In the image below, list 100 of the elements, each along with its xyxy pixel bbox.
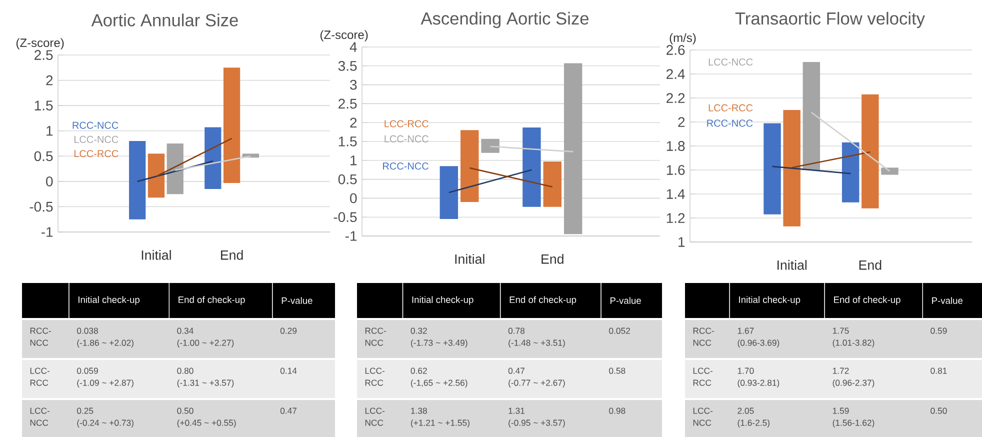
y-tick-label: 1 [46, 126, 53, 136]
category-label: RCC-NCC [365, 328, 386, 346]
y-tick-label: 2 [678, 117, 685, 127]
x-tick-label: Initial [778, 260, 807, 270]
text: 1.67 [738, 328, 754, 334]
text: 0.29 [280, 328, 297, 334]
bar [862, 94, 879, 208]
bar [764, 123, 781, 214]
chart-title: Transaortic Flow velocity [735, 12, 925, 28]
y-tick-label: 1.8 [666, 141, 685, 151]
text: 0.059 [77, 368, 98, 374]
text: (-1.31 ~ +3.57) [177, 379, 234, 388]
text: 0.80 [177, 368, 194, 374]
x-tick-label: Initial [142, 250, 171, 260]
y-tick-label: 1.5 [34, 100, 53, 110]
y-tick-label: 2.5 [34, 50, 53, 60]
text: (0.93-2.81) [738, 379, 780, 388]
category-label: LCC-RCC [30, 368, 50, 386]
text: 0.81 [930, 368, 947, 374]
text: 0.50 [177, 408, 194, 414]
text: LCC-RCC [708, 104, 753, 112]
text: 0.47 [508, 368, 524, 374]
text: 0.58 [609, 368, 626, 374]
text: (-0.24 ~ +0.73) [77, 419, 134, 428]
bar [842, 142, 860, 202]
bar [440, 166, 458, 219]
text: 0.47 [280, 408, 297, 414]
text: 0.50 [930, 408, 947, 414]
y-tick-label: 4 [350, 42, 357, 52]
category-label: LCC-RCC [693, 368, 713, 386]
text: 0.052 [609, 328, 630, 334]
text: (1.56-1.62) [832, 419, 874, 428]
bar [522, 128, 541, 207]
text: (1.6-2.5) [738, 419, 770, 428]
category-label: LCC-NCC [30, 408, 50, 426]
y-tick-label: 2 [350, 118, 357, 128]
category-label: End of check-up [178, 296, 245, 305]
text: (-1.48 ~ +3.51) [508, 339, 565, 348]
bar [802, 62, 820, 170]
text: 1.72 [832, 368, 849, 374]
text: 2.05 [738, 408, 754, 414]
text: LCC-NCC [708, 58, 753, 66]
text: 0.25 [77, 408, 94, 414]
bar [223, 68, 240, 183]
series-label: RCC-NCC [383, 162, 429, 170]
text: 0.78 [508, 328, 525, 334]
bar [783, 110, 800, 226]
y-tick-label: 0.5 [338, 174, 357, 184]
text: (1.01-3.82) [832, 339, 874, 348]
text: (+0.45 ~ +0.55) [177, 419, 236, 428]
series-label: RCC-NCC [707, 120, 753, 127]
text: 1.31 [508, 408, 524, 414]
text: 0.14 [280, 368, 297, 374]
y-tick-label: 1.2 [666, 213, 685, 223]
y-tick-label: 1.5 [338, 136, 357, 146]
text: 1.75 [832, 328, 849, 334]
x-tick-label: End [542, 254, 564, 264]
series-label: RCC-NCC [72, 122, 118, 129]
bar [543, 162, 562, 207]
text: LCC-RCC [384, 120, 429, 128]
y-tick-label: 1.6 [666, 165, 685, 175]
y-tick-label: 2 [46, 75, 53, 86]
category-label: End of check-up [834, 296, 900, 305]
text: (-0.95 ~ +3.57) [508, 419, 565, 428]
category-label: RCC-NCC [693, 328, 714, 346]
y-tick-label: 1.4 [666, 189, 685, 199]
text: (-1.09 ~ +2.87) [77, 379, 134, 388]
y-tick-label: 2.6 [666, 45, 685, 55]
text: LCC-NCC [74, 136, 118, 143]
text: 1.38 [411, 408, 427, 414]
y-axis-title: (m/s) [670, 33, 696, 44]
category-label: LCC-RCC [365, 368, 385, 386]
text: (-0.77 ~ +2.67) [508, 379, 565, 388]
text: 0.59 [930, 328, 947, 334]
bar [564, 63, 582, 234]
x-tick-label: Initial [455, 254, 484, 264]
text: (-1.86 ~ +2.02) [77, 339, 134, 348]
bar [881, 168, 898, 175]
bar [460, 130, 479, 202]
y-tick-label: 2.5 [338, 98, 357, 109]
category-label: P-value [282, 297, 312, 304]
category-label: Initial check-up [78, 296, 140, 305]
category-label: Initial check-up [412, 296, 474, 305]
text: 0.34 [177, 328, 194, 334]
bar [166, 144, 184, 194]
text: (0.96-3.69) [738, 339, 780, 348]
x-tick-label: End [859, 260, 882, 270]
y-tick-label: 3.5 [338, 60, 357, 71]
y-tick-label: 2.2 [666, 93, 685, 103]
chart-title: Aortic Annular Size [91, 14, 238, 26]
text: LCC-RCC [74, 150, 118, 158]
category-label: P-value [610, 297, 641, 304]
category-label: RCC-NCC [30, 328, 51, 346]
category-label: P-value [932, 297, 963, 304]
y-tick-label: -0.5 [30, 202, 53, 212]
y-axis-title: (Z-score) [16, 38, 64, 50]
bar [148, 154, 165, 198]
y-tick-label: 3 [350, 80, 357, 90]
text: (-1,65 ~ +2.56) [411, 379, 468, 388]
bar [481, 138, 500, 153]
